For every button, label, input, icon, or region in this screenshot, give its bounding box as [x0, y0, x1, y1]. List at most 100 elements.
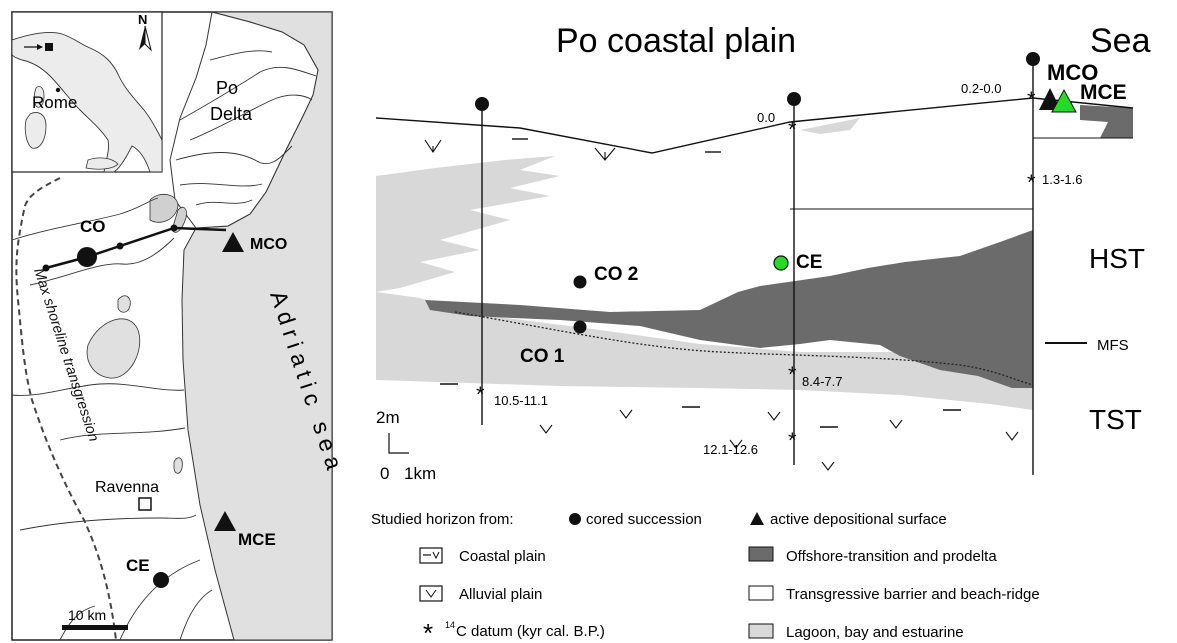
co1-label: CO 1	[520, 346, 565, 367]
c14-asterisk-icon: *	[1027, 87, 1036, 112]
mco-label: MCO	[1047, 60, 1098, 85]
age-mid-base: 12.1-12.6	[703, 442, 758, 457]
c14-datum-markers: * * * * * *	[476, 87, 1036, 453]
site-mco-label: MCO	[250, 236, 287, 253]
inset-rome-label: Rome	[32, 93, 77, 112]
legend-barrier-label: Transgressive barrier and beach-ridge	[786, 586, 1040, 603]
borehole-top-marker	[787, 92, 801, 106]
site-ce-marker	[153, 572, 169, 588]
legend-c14-label: C datum (kyr cal. B.P.)	[456, 623, 605, 640]
inland-water	[86, 318, 140, 379]
map-scale-bar	[62, 625, 128, 630]
c14-asterisk-icon: *	[476, 382, 485, 407]
lagoon-top-patch	[800, 118, 860, 134]
legend-lagoon-label: Lagoon, bay and estuarine	[786, 624, 964, 641]
age-sea-mid: 1.3-1.6	[1042, 172, 1082, 187]
legend-cored-icon	[569, 513, 581, 525]
offshore-sea-wedge	[1080, 105, 1133, 138]
legend-active-icon	[750, 512, 764, 525]
legend-alluvial-plain-label: Alluvial plain	[459, 586, 542, 603]
study-area-marker	[45, 43, 53, 51]
location-map: Max shoreline transgression CO MCO Rome	[11, 11, 349, 641]
legend: Studied horizon from: cored succession a…	[371, 511, 1040, 643]
italy-outline	[11, 31, 163, 173]
po-delta-land	[169, 11, 319, 229]
mfs-label: MFS	[1097, 337, 1129, 354]
site-co-label: CO	[80, 217, 106, 236]
age-mid-mfs: 8.4-7.7	[802, 374, 842, 389]
age-top-sea: 0.2-0.0	[961, 81, 1001, 96]
legend-coastal-plain-icon	[419, 547, 443, 564]
scale-vertical-label: 2m	[376, 408, 400, 427]
section-scale	[388, 433, 409, 454]
co1-horizon-marker	[573, 320, 587, 334]
island-sicily	[85, 157, 119, 170]
ravenna-marker	[138, 497, 152, 511]
delta-label-delta: Delta	[210, 104, 253, 124]
site-mce-marker	[214, 511, 236, 531]
north-label: N	[138, 12, 147, 27]
boreholes	[475, 52, 1040, 475]
max-shoreline-line	[15, 177, 117, 641]
borehole-top-marker	[475, 97, 489, 111]
c14-asterisk-icon: *	[788, 117, 797, 142]
site-co-marker	[77, 247, 97, 267]
legend-studied-prefix: Studied horizon from:	[371, 511, 514, 528]
section-title: Po coastal plain	[556, 22, 796, 60]
c14-asterisk-icon: *	[788, 428, 797, 453]
ground-surface	[375, 97, 1134, 154]
hst-label: HST	[1089, 243, 1145, 274]
sea-title: Sea	[1090, 22, 1151, 60]
legend-lagoon-swatch	[748, 623, 774, 639]
transect-node	[116, 242, 124, 250]
legend-offshore-swatch	[748, 546, 774, 562]
legend-coastal-plain-label: Coastal plain	[459, 548, 546, 565]
scale-h1: 1km	[404, 464, 436, 483]
offshore-tongue	[425, 230, 1033, 388]
legend-active-label: active depositional surface	[770, 511, 947, 528]
ce-horizon-marker	[773, 255, 789, 271]
legend-barrier-swatch	[748, 585, 774, 601]
transect-node	[42, 264, 50, 272]
inland-water	[117, 295, 131, 313]
site-ce-label: CE	[126, 556, 150, 575]
mfs-surface	[454, 311, 1034, 386]
co2-label: CO 2	[594, 264, 638, 285]
cross-section: * * * * * * 0.2-0.0 0.0 1.3-1.6 8.4-7.7 …	[375, 22, 1151, 483]
alluvial-plain-symbols	[424, 139, 1019, 471]
ravenna-label: Ravenna	[95, 479, 159, 496]
site-mce-label: MCE	[238, 530, 276, 549]
c14-asterisk-icon: *	[788, 362, 797, 387]
inset-italy-map: Rome N	[11, 11, 163, 173]
legend-c14-superscript: 14	[445, 620, 455, 630]
age-top-mid: 0.0	[757, 110, 775, 125]
island-sardinia	[24, 112, 47, 149]
rome-marker	[55, 87, 61, 93]
map-scale-label: 10 km	[68, 607, 106, 623]
mce-label: MCE	[1080, 81, 1127, 104]
lagoon-patch	[149, 193, 179, 223]
delta-channels	[175, 50, 317, 206]
transect-node	[170, 224, 178, 232]
delta-label-po: Po	[216, 78, 238, 98]
co2-horizon-marker	[573, 275, 587, 289]
borehole-top-marker	[1026, 52, 1040, 66]
tst-label: TST	[1089, 404, 1142, 435]
scale-h0: 0	[380, 464, 389, 483]
legend-alluvial-plain-icon	[419, 585, 443, 602]
age-left-base: 10.5-11.1	[494, 393, 548, 408]
island-corsica	[33, 86, 45, 108]
legend-c14-asterisk-icon: *	[423, 618, 433, 643]
mco-marker	[1039, 88, 1061, 110]
legend-offshore-label: Offshore-transition and prodelta	[786, 548, 997, 565]
mce-marker	[1051, 88, 1077, 113]
coastal-plain-symbols	[440, 138, 961, 428]
c14-asterisk-icon: *	[1027, 170, 1036, 195]
study-area-arrowhead	[37, 44, 43, 50]
ce-label: CE	[796, 252, 822, 273]
lagoon-upper-wedge	[376, 156, 560, 292]
legend-cored-label: cored succession	[586, 511, 702, 528]
site-mco-marker	[222, 232, 244, 252]
north-arrow-icon: N	[138, 12, 152, 52]
